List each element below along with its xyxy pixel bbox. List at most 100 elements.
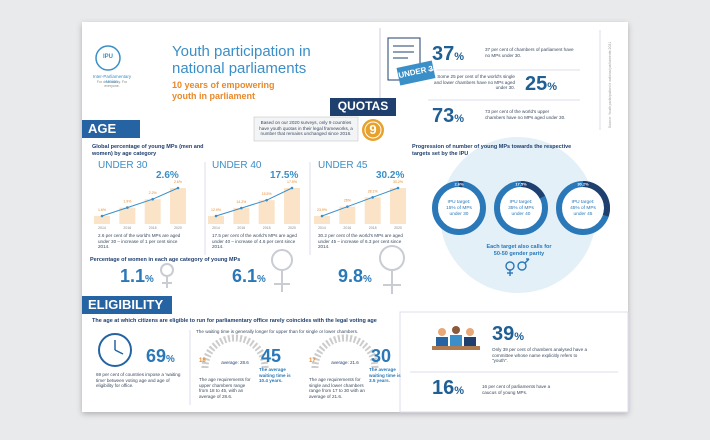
- value-label: 17.5%: [287, 180, 297, 184]
- quotas-box: [253, 116, 359, 142]
- quotas-number: 9: [369, 122, 377, 137]
- bar: [144, 199, 161, 224]
- panel-label: UNDER 45: [318, 160, 368, 171]
- point: [346, 205, 349, 208]
- point: [396, 186, 400, 190]
- women-heading: Percentage of women in each age category…: [90, 257, 241, 263]
- point: [100, 214, 104, 218]
- point: [214, 214, 218, 218]
- range-waiting: The average waiting time is 10.4 years.: [259, 367, 291, 383]
- eligibility-heading: The age at which citizens are eligible t…: [92, 318, 377, 324]
- range-max: 30: [371, 346, 392, 366]
- point: [371, 196, 374, 199]
- women-stat: 9.8%: [338, 266, 372, 288]
- stat-unit: %: [145, 274, 154, 285]
- trend-line: [101, 187, 179, 217]
- year-label: 2018: [369, 226, 377, 230]
- panel-headline: 2.6%: [156, 170, 179, 181]
- panel-caption: 30.2 per cent of the world's MPs are age…: [318, 233, 403, 249]
- donut-label: 17.5%: [515, 182, 527, 187]
- year-label: 2016: [343, 226, 351, 230]
- bar: [339, 206, 356, 224]
- year-label: 2020: [288, 226, 296, 230]
- bar: [284, 188, 300, 224]
- point: [176, 186, 180, 190]
- donut-target: IPU target: 15% of MPs under 30: [446, 200, 472, 217]
- value-label: 12.9%: [211, 208, 221, 212]
- stat-number: 73: [432, 105, 455, 127]
- bar: [364, 197, 381, 224]
- panel-caption: 17.5 per cent of the world's MPs are age…: [212, 233, 297, 249]
- year-label: 2016: [123, 226, 131, 230]
- women-stat: 6.1%: [232, 266, 266, 288]
- value-label: 23.9%: [317, 208, 327, 212]
- stat: 39%: [492, 322, 524, 346]
- value-label: 14.2%: [236, 200, 246, 204]
- quotas-text: Based on our 2020 surveys, only 9 countr…: [259, 120, 353, 136]
- point: [265, 198, 268, 202]
- bar: [170, 188, 186, 224]
- range-caption: The age requirements for single and lowe…: [309, 377, 365, 399]
- year-label: 2014: [212, 226, 220, 230]
- progression-heading: Progression of number of young MPs towar…: [412, 144, 572, 157]
- stat-text: 37 per cent of chambers of parliament ha…: [485, 47, 574, 58]
- range-min: 18: [199, 358, 206, 364]
- stat-unit: %: [166, 354, 175, 365]
- stat-text: Some 25 per cent of the world's single a…: [434, 74, 515, 90]
- age-heading: Global percentage of young MPs (men and …: [92, 144, 204, 157]
- people-icons: [432, 326, 480, 350]
- value-label: 26%: [344, 199, 351, 203]
- quotas-title: QUOTAS: [337, 99, 389, 113]
- range-caption: The age requirements for upper chambers …: [199, 377, 251, 399]
- clock-icon: [98, 333, 132, 367]
- female-icons: [160, 245, 405, 294]
- stat-text: 69 per cent of countries impose a 'waiti…: [96, 372, 181, 388]
- value-label: 1.9%: [123, 200, 131, 204]
- logo: [95, 45, 121, 71]
- stat-unit: %: [454, 51, 465, 63]
- year-label: 2020: [174, 226, 182, 230]
- stat-text: 16 per cent of parliaments have a caucus…: [482, 384, 551, 395]
- stat-number: 9.8: [338, 266, 364, 286]
- stat: 37%: [432, 42, 464, 66]
- trend-line: [321, 187, 399, 217]
- progression-note: Each target also calls for 50-50 gender …: [486, 244, 552, 257]
- stat-number: 25: [525, 73, 548, 95]
- year-label: 2018: [149, 226, 157, 230]
- subtitle: 10 years of empowering youth in parliame…: [172, 80, 275, 101]
- point: [320, 214, 324, 218]
- donut-arc: [520, 181, 546, 199]
- range-average: average: 21.6: [331, 360, 359, 365]
- range-arc: [311, 334, 379, 369]
- org: Inter-Parliamentary Union: [92, 74, 132, 85]
- point: [126, 206, 129, 209]
- stat-number: 37: [432, 43, 455, 65]
- stat-number: 69: [146, 346, 167, 366]
- stat-unit: %: [257, 274, 266, 285]
- range-arc: [201, 334, 269, 369]
- year-label: 2014: [98, 226, 106, 230]
- logo-text: IPU: [102, 54, 113, 60]
- donut-target: IPU target: 35% of MPs under 40: [508, 200, 534, 217]
- bar: [94, 216, 110, 224]
- org-tagline: For democracy. For everyone.: [96, 80, 128, 89]
- range-max: 45: [261, 346, 282, 366]
- title: Youth participation in national parliame…: [172, 43, 311, 77]
- point: [290, 186, 294, 190]
- stat-number: 16: [432, 377, 455, 399]
- value-label: 15.5%: [262, 192, 272, 196]
- women-stat: 1.1%: [120, 266, 154, 288]
- bar: [233, 208, 250, 224]
- value-label: 30.2%: [393, 180, 403, 184]
- age-band: AGE: [82, 120, 140, 138]
- stat: 25%: [525, 72, 557, 96]
- eligibility-band: ELIGIBILITY: [82, 296, 172, 314]
- youth-box: [399, 311, 629, 413]
- stat: 69%: [146, 346, 175, 368]
- stat-unit: %: [454, 113, 465, 125]
- panel-caption: 2.6 per cent of the world's MPs are aged…: [98, 233, 181, 249]
- trend-line: [215, 187, 293, 217]
- bar: [314, 216, 330, 224]
- value-label: 1.6%: [98, 208, 106, 212]
